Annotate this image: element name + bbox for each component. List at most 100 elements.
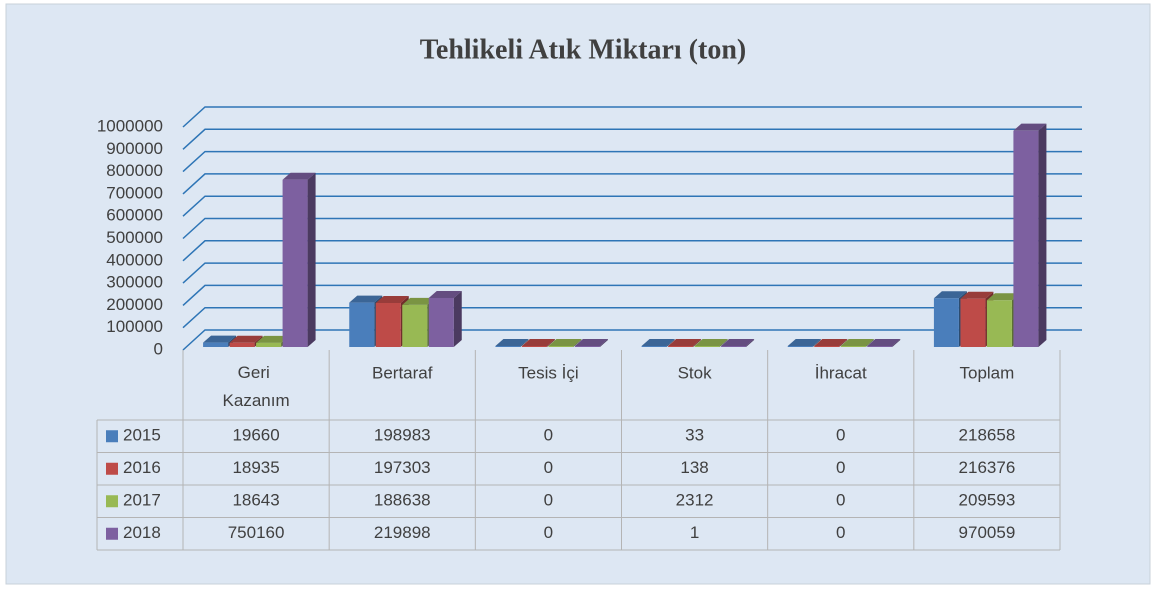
legend-label: 2017 (123, 491, 161, 510)
bar-side (666, 339, 675, 347)
table-cell: 0 (836, 458, 845, 477)
bar-front (229, 342, 255, 347)
table-cell: 218658 (959, 426, 1016, 445)
bar-front (721, 346, 747, 347)
bar-top (521, 339, 555, 346)
bar-front (428, 297, 454, 347)
table-cell: 138 (680, 458, 708, 477)
bar-front (814, 346, 840, 347)
bar-top (960, 291, 994, 299)
bar (787, 339, 821, 347)
x-tick-label: Stok (678, 363, 713, 382)
y-tick-label: 300000 (106, 273, 163, 292)
grid-line (182, 329, 1082, 351)
grid-line (182, 240, 1082, 262)
y-tick-label: 800000 (106, 161, 163, 180)
bar-side (520, 339, 529, 347)
bar-front (668, 346, 694, 347)
bar-top (668, 339, 702, 346)
y-tick-label: 0 (154, 339, 163, 358)
bar-front (986, 300, 1012, 347)
table-cell: 0 (544, 491, 553, 510)
bar (641, 339, 675, 347)
bar-top (787, 339, 821, 346)
bar-side (839, 339, 848, 347)
x-tick-label: Bertaraf (372, 363, 433, 382)
bar-front (574, 346, 600, 347)
bar-top (814, 339, 848, 346)
bar (694, 339, 728, 347)
label-line: Kazanım (223, 391, 290, 410)
grid-line (182, 173, 1082, 195)
bar-top (641, 339, 675, 346)
table-cell: 209593 (959, 491, 1016, 510)
table-cell: 2312 (676, 491, 714, 510)
bar-front (787, 346, 813, 347)
bar-top (840, 339, 874, 346)
y-tick-label: 1000000 (97, 116, 163, 135)
bar (840, 339, 874, 347)
bar-front (694, 346, 720, 347)
y-tick-label: 400000 (106, 250, 163, 269)
legend-label: 2018 (123, 523, 161, 542)
table-cell: 0 (836, 491, 845, 510)
chart-title: Tehlikeli Atık Miktarı (ton) (420, 34, 746, 65)
legend-label: 2015 (123, 426, 161, 445)
table-cell: 18643 (232, 491, 279, 510)
bar-side (307, 172, 316, 347)
bar-side (746, 339, 755, 347)
grid-line (182, 128, 1082, 150)
bar-top (548, 339, 582, 346)
grid-line (182, 262, 1082, 284)
bar-top (203, 335, 237, 343)
table-cell: 197303 (374, 458, 431, 477)
bar-front (641, 346, 667, 347)
bar-front (548, 346, 574, 347)
legend-label: 2016 (123, 458, 161, 477)
grid-line (182, 195, 1082, 217)
table-cell: 970059 (959, 523, 1016, 542)
bar-front (203, 342, 229, 347)
bar-top (933, 291, 967, 299)
bar-front (349, 302, 375, 347)
table-cell: 33 (685, 426, 704, 445)
legend-swatch (106, 462, 118, 475)
table-cell: 19660 (232, 426, 279, 445)
bar-front (495, 346, 521, 347)
bar-side (546, 339, 555, 347)
legend-swatch (106, 527, 118, 540)
bar-top (282, 172, 316, 180)
bar-top (375, 296, 409, 304)
bar-front (960, 298, 986, 347)
bar-top (867, 339, 901, 346)
x-tick-label: Toplam (960, 363, 1015, 382)
grid-line (182, 306, 1082, 329)
bar-top (574, 339, 608, 346)
y-tick-label: 200000 (106, 295, 163, 314)
table-cell: 0 (544, 523, 553, 542)
bar (814, 339, 848, 347)
bar-side (1038, 123, 1047, 347)
bar (282, 172, 316, 347)
grid-line (182, 217, 1082, 240)
bar-front (933, 298, 959, 347)
bar-side (573, 339, 582, 347)
bar-front (867, 346, 893, 347)
bar-side (453, 290, 462, 347)
table-cell: 18935 (232, 458, 279, 477)
y-tick-label: 600000 (106, 206, 163, 225)
bar-front (840, 346, 866, 347)
bar (548, 339, 582, 347)
bar-side (892, 339, 901, 347)
y-tick-label: 700000 (106, 183, 163, 202)
bar (1013, 123, 1047, 347)
grid-line (182, 150, 1082, 173)
x-tick-label: İhracat (815, 363, 867, 382)
table-cell: 188638 (374, 491, 431, 510)
table-cell: 0 (836, 426, 845, 445)
table-cell: 219898 (374, 523, 431, 542)
bar-top (721, 339, 755, 346)
legend-swatch (106, 430, 118, 443)
bar-front (402, 304, 428, 347)
